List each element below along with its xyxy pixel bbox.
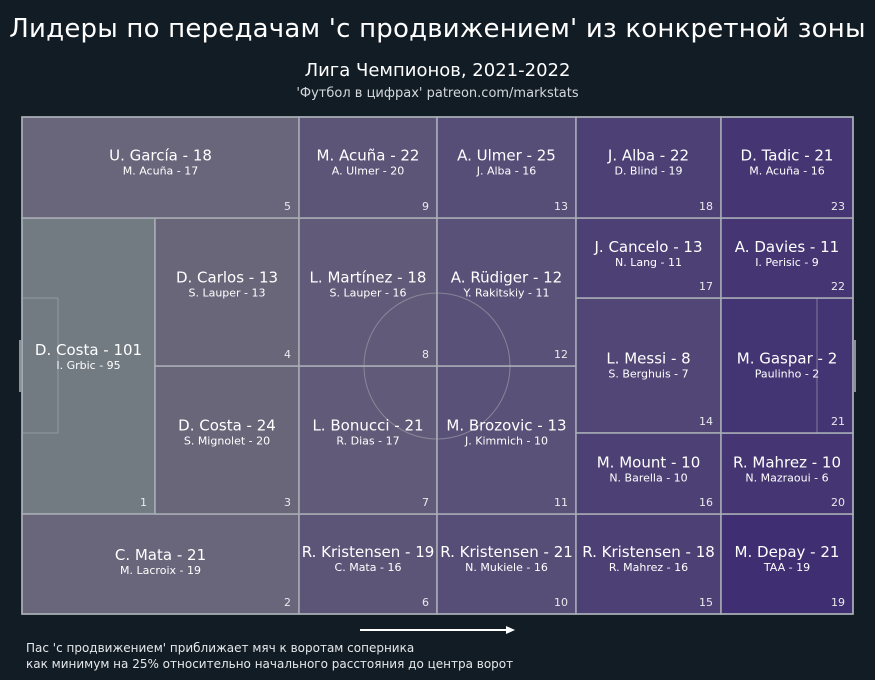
zone-second-label: Y. Rakitskiy - 11 bbox=[463, 287, 550, 300]
zone-leader-label: C. Mata - 21 bbox=[115, 546, 206, 564]
zone-leader-label: L. Messi - 8 bbox=[606, 350, 690, 368]
footnote: Пас 'с продвижением' приближает мяч к во… bbox=[26, 640, 513, 672]
zone-5 bbox=[21, 116, 300, 219]
zone-number: 19 bbox=[831, 596, 845, 609]
zone-6 bbox=[298, 513, 438, 615]
zone-leader-label: D. Carlos - 13 bbox=[176, 269, 278, 287]
zone-second-label: I. Perisic - 9 bbox=[755, 256, 819, 269]
zone-second-label: M. Lacroix - 19 bbox=[120, 564, 201, 577]
zone-second-label: M. Acuña - 17 bbox=[123, 164, 199, 177]
zone-15 bbox=[575, 513, 722, 615]
zone-number: 17 bbox=[699, 280, 713, 293]
zone-number: 4 bbox=[284, 348, 291, 361]
zone-second-label: N. Lang - 11 bbox=[615, 256, 682, 269]
zone-second-label: N. Barella - 10 bbox=[609, 471, 687, 484]
zone-second-label: J. Kimmich - 10 bbox=[464, 435, 548, 448]
zone-leader-label: J. Alba - 22 bbox=[607, 146, 689, 164]
zone-second-label: TAA - 19 bbox=[763, 561, 810, 574]
zone-number: 18 bbox=[699, 200, 713, 213]
zone-22 bbox=[720, 217, 854, 299]
zone-12 bbox=[436, 217, 577, 367]
zone-leader-label: L. Bonucci - 21 bbox=[312, 417, 423, 435]
attack-direction-arrow bbox=[360, 626, 515, 634]
zone-number: 23 bbox=[831, 200, 845, 213]
zone-13 bbox=[436, 116, 577, 219]
zone-number: 16 bbox=[699, 496, 713, 509]
zone-leader-label: M. Acuña - 22 bbox=[317, 146, 420, 164]
zone-number: 14 bbox=[699, 415, 713, 428]
zone-number: 1 bbox=[140, 496, 147, 509]
zone-number: 7 bbox=[422, 496, 429, 509]
zone-leader-label: D. Tadic - 21 bbox=[741, 146, 834, 164]
zone-leader-label: A. Rüdiger - 12 bbox=[451, 269, 562, 287]
zone-second-label: M. Acuña - 16 bbox=[749, 164, 825, 177]
zone-20 bbox=[720, 432, 854, 515]
chart-subtitle: Лига Чемпионов, 2021-2022 bbox=[304, 60, 571, 81]
pitch-outline bbox=[21, 116, 854, 615]
zone-number: 21 bbox=[831, 415, 845, 428]
zone-second-label: J. Alba - 16 bbox=[476, 164, 537, 177]
zone-leader-label: L. Martínez - 18 bbox=[310, 269, 427, 287]
zone-number: 12 bbox=[554, 348, 568, 361]
zone-second-label: I. Grbic - 95 bbox=[56, 359, 120, 372]
zone-second-label: R. Dias - 17 bbox=[336, 435, 399, 448]
center-circle bbox=[363, 292, 511, 440]
zone-17 bbox=[575, 217, 722, 299]
zone-leader-label: R. Kristensen - 19 bbox=[302, 543, 435, 561]
zone-leader-label: D. Costa - 101 bbox=[35, 341, 142, 359]
zone-leader-label: A. Ulmer - 25 bbox=[457, 146, 556, 164]
zone-number: 20 bbox=[831, 496, 845, 509]
zone-23 bbox=[720, 116, 854, 219]
zone-leader-label: D. Costa - 24 bbox=[178, 417, 276, 435]
zone-11 bbox=[436, 365, 577, 515]
zone-number: 11 bbox=[554, 496, 568, 509]
zone-leader-label: A. Davies - 11 bbox=[735, 238, 839, 256]
footnote-line-2: как минимум на 25% относительно начально… bbox=[26, 657, 514, 671]
zone-leader-label: M. Depay - 21 bbox=[735, 543, 840, 561]
zone-leader-label: M. Brozovic - 13 bbox=[446, 417, 566, 435]
zone-second-label: C. Mata - 16 bbox=[335, 561, 402, 574]
zone-second-label: Paulinho - 2 bbox=[755, 368, 820, 381]
zone-second-label: S. Mignolet - 20 bbox=[184, 435, 270, 448]
zone-number: 8 bbox=[422, 348, 429, 361]
zone-number: 5 bbox=[284, 200, 291, 213]
zone-19 bbox=[720, 513, 854, 615]
zone-number: 3 bbox=[284, 496, 291, 509]
zone-second-label: N. Mazraoui - 6 bbox=[745, 471, 828, 484]
zone-leader-label: R. Kristensen - 18 bbox=[582, 543, 715, 561]
zone-16 bbox=[575, 432, 722, 515]
zone-second-label: S. Berghuis - 7 bbox=[608, 368, 688, 381]
zone-number: 15 bbox=[699, 596, 713, 609]
zone-number: 13 bbox=[554, 200, 568, 213]
chart-credit: 'Футбол в цифрах' patreon.com/markstats bbox=[296, 86, 579, 101]
zone-number: 2 bbox=[284, 596, 291, 609]
zone-number: 6 bbox=[422, 596, 429, 609]
zone-10 bbox=[436, 513, 577, 615]
footnote-line-1: Пас 'с продвижением' приближает мяч к во… bbox=[26, 641, 415, 655]
zone-leader-label: M. Gaspar - 2 bbox=[737, 350, 837, 368]
zone-number: 9 bbox=[422, 200, 429, 213]
zone-21 bbox=[720, 297, 854, 434]
zone-leader-label: M. Mount - 10 bbox=[597, 453, 701, 471]
zone-second-label: R. Mahrez - 16 bbox=[609, 561, 688, 574]
zone-number: 22 bbox=[831, 280, 845, 293]
zone-leader-label: U. García - 18 bbox=[109, 146, 212, 164]
chart-title: Лидеры по передачам 'с продвижением' из … bbox=[9, 14, 866, 44]
zone-second-label: D. Blind - 19 bbox=[614, 164, 682, 177]
zone-leader-label: R. Kristensen - 21 bbox=[440, 543, 573, 561]
zone-second-label: N. Mukiele - 16 bbox=[465, 561, 548, 574]
zone-leader-label: R. Mahrez - 10 bbox=[733, 453, 841, 471]
zone-second-label: A. Ulmer - 20 bbox=[332, 164, 404, 177]
zone-14 bbox=[575, 297, 722, 434]
zone-leader-label: J. Cancelo - 13 bbox=[594, 238, 703, 256]
zone-second-label: S. Lauper - 13 bbox=[188, 287, 265, 300]
zone-second-label: S. Lauper - 16 bbox=[329, 287, 406, 300]
zone-3 bbox=[154, 365, 300, 515]
zone-number: 10 bbox=[554, 596, 568, 609]
